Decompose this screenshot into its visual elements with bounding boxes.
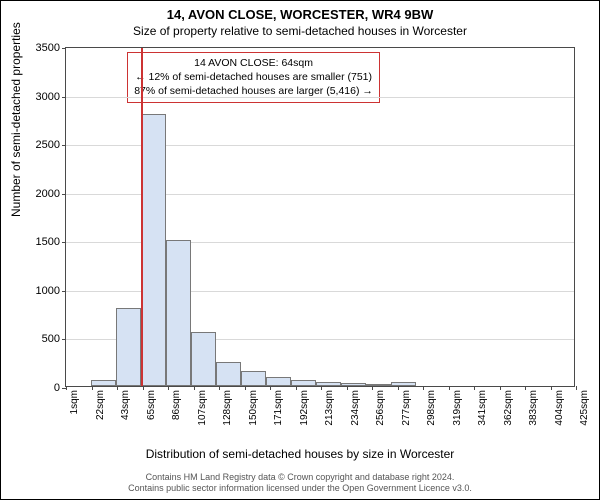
histogram-bar bbox=[266, 377, 291, 386]
histogram-bar bbox=[316, 382, 341, 386]
xtick-mark bbox=[117, 386, 118, 390]
chart-title-main: 14, AVON CLOSE, WORCESTER, WR4 9BW bbox=[1, 1, 599, 22]
plot-area: 14 AVON CLOSE: 64sqm ← 12% of semi-detac… bbox=[65, 47, 575, 387]
xtick-mark bbox=[372, 386, 373, 390]
xtick-label: 150sqm bbox=[248, 390, 259, 426]
xtick-label: 234sqm bbox=[350, 390, 361, 426]
histogram-bar bbox=[141, 114, 166, 386]
ytick-label: 2500 bbox=[36, 139, 60, 151]
info-line-smaller: ← 12% of semi-detached houses are smalle… bbox=[134, 70, 373, 84]
xtick-label: 1sqm bbox=[69, 390, 80, 414]
histogram-bar bbox=[191, 332, 216, 386]
property-size-chart: 14, AVON CLOSE, WORCESTER, WR4 9BW Size … bbox=[0, 0, 600, 500]
xtick-label: 383sqm bbox=[528, 390, 539, 426]
histogram-bar bbox=[241, 371, 266, 386]
ytick-mark bbox=[62, 194, 66, 195]
xtick-mark bbox=[245, 386, 246, 390]
ytick-label: 3500 bbox=[36, 42, 60, 54]
xtick-mark bbox=[398, 386, 399, 390]
xtick-mark bbox=[143, 386, 144, 390]
footer-attribution: Contains HM Land Registry data © Crown c… bbox=[1, 472, 599, 495]
ytick-mark bbox=[62, 291, 66, 292]
xtick-mark bbox=[551, 386, 552, 390]
xtick-mark bbox=[66, 386, 67, 390]
xtick-mark bbox=[296, 386, 297, 390]
xtick-mark bbox=[525, 386, 526, 390]
xtick-label: 404sqm bbox=[554, 390, 565, 426]
ytick-mark bbox=[62, 242, 66, 243]
histogram-bar bbox=[391, 382, 416, 386]
xtick-label: 298sqm bbox=[426, 390, 437, 426]
histogram-bar bbox=[341, 383, 366, 386]
xtick-label: 128sqm bbox=[222, 390, 233, 426]
xtick-label: 213sqm bbox=[324, 390, 335, 426]
xtick-mark bbox=[219, 386, 220, 390]
property-marker-line bbox=[141, 48, 143, 386]
xtick-label: 277sqm bbox=[401, 390, 412, 426]
xtick-label: 192sqm bbox=[299, 390, 310, 426]
xtick-mark bbox=[576, 386, 577, 390]
xtick-label: 319sqm bbox=[452, 390, 463, 426]
property-info-box: 14 AVON CLOSE: 64sqm ← 12% of semi-detac… bbox=[127, 52, 380, 103]
xtick-label: 22sqm bbox=[95, 390, 106, 420]
ytick-label: 1500 bbox=[36, 236, 60, 248]
histogram-bar bbox=[166, 240, 191, 386]
xtick-label: 86sqm bbox=[171, 390, 182, 420]
xtick-mark bbox=[474, 386, 475, 390]
ytick-mark bbox=[62, 48, 66, 49]
histogram-bar bbox=[366, 384, 391, 386]
xtick-label: 43sqm bbox=[120, 390, 131, 420]
ytick-label: 1000 bbox=[36, 285, 60, 297]
ytick-mark bbox=[62, 145, 66, 146]
ytick-label: 3000 bbox=[36, 91, 60, 103]
xtick-label: 362sqm bbox=[503, 390, 514, 426]
xtick-mark bbox=[449, 386, 450, 390]
ytick-label: 500 bbox=[42, 333, 60, 345]
ytick-label: 0 bbox=[54, 382, 60, 394]
xtick-mark bbox=[347, 386, 348, 390]
xtick-mark bbox=[194, 386, 195, 390]
ytick-mark bbox=[62, 339, 66, 340]
histogram-bar bbox=[91, 380, 116, 386]
xtick-label: 171sqm bbox=[273, 390, 284, 426]
xtick-mark bbox=[92, 386, 93, 390]
histogram-bar bbox=[216, 362, 241, 386]
xtick-mark bbox=[423, 386, 424, 390]
xtick-mark bbox=[321, 386, 322, 390]
chart-title-sub: Size of property relative to semi-detach… bbox=[1, 22, 599, 42]
xtick-label: 107sqm bbox=[197, 390, 208, 426]
info-line-property: 14 AVON CLOSE: 64sqm bbox=[134, 56, 373, 70]
x-axis-label: Distribution of semi-detached houses by … bbox=[1, 447, 599, 461]
histogram-bar bbox=[116, 308, 141, 386]
xtick-label: 425sqm bbox=[579, 390, 590, 426]
ytick-label: 2000 bbox=[36, 188, 60, 200]
y-axis-label: Number of semi-detached properties bbox=[9, 22, 23, 217]
xtick-mark bbox=[168, 386, 169, 390]
footer-line-2: Contains public sector information licen… bbox=[1, 483, 599, 495]
footer-line-1: Contains HM Land Registry data © Crown c… bbox=[1, 472, 599, 484]
xtick-label: 341sqm bbox=[477, 390, 488, 426]
xtick-label: 256sqm bbox=[375, 390, 386, 426]
ytick-mark bbox=[62, 97, 66, 98]
xtick-mark bbox=[270, 386, 271, 390]
xtick-label: 65sqm bbox=[146, 390, 157, 420]
xtick-mark bbox=[500, 386, 501, 390]
